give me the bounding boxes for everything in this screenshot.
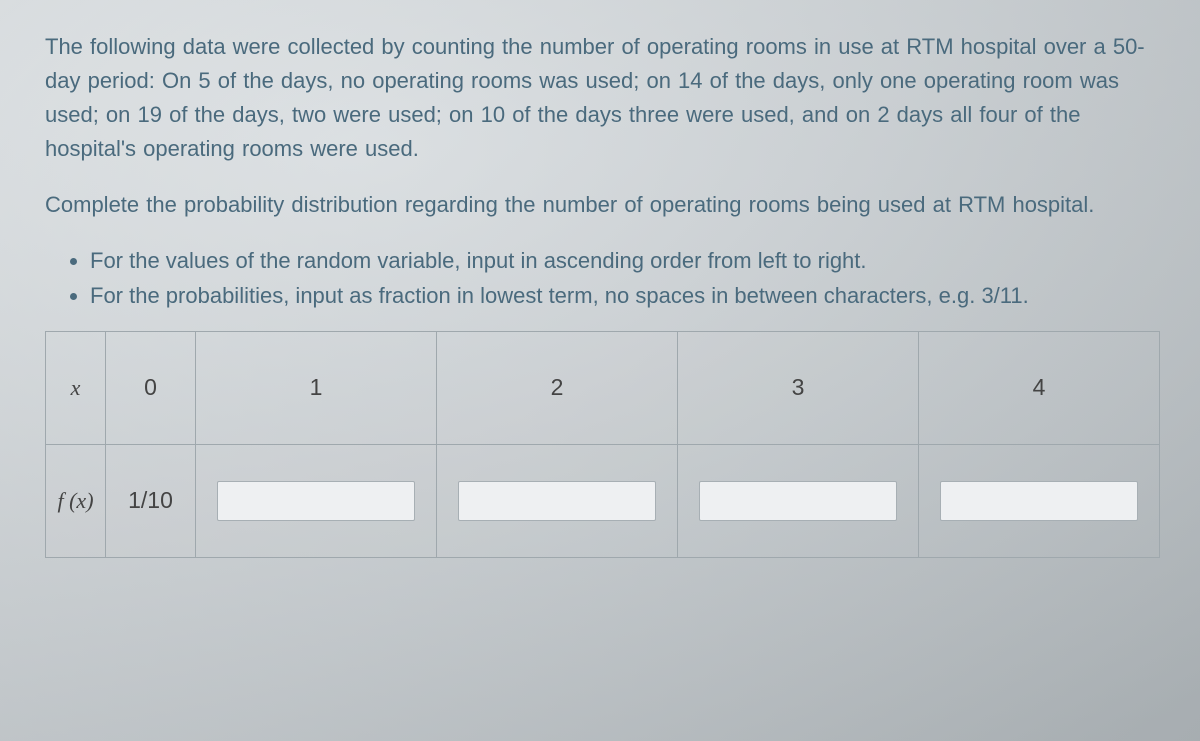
- fx-input-1[interactable]: [217, 481, 415, 521]
- x-cell-0: 0: [106, 331, 196, 444]
- fx-cell-4: [919, 444, 1160, 557]
- fx-input-4[interactable]: [940, 481, 1138, 521]
- instruction-list: For the values of the random variable, i…: [45, 244, 1160, 312]
- fx-input-3[interactable]: [699, 481, 897, 521]
- row-label-x: x: [46, 331, 106, 444]
- table-row-x: x 0 1 2 3 4: [46, 331, 1160, 444]
- problem-paragraph-1: The following data were collected by cou…: [45, 30, 1160, 166]
- problem-paragraph-2: Complete the probability distribution re…: [45, 188, 1160, 222]
- instruction-item-1: For the values of the random variable, i…: [90, 244, 1160, 278]
- fx-cell-3: [678, 444, 919, 557]
- question-body: The following data were collected by cou…: [45, 30, 1160, 558]
- fx-input-2[interactable]: [458, 481, 656, 521]
- instruction-item-2: For the probabilities, input as fraction…: [90, 279, 1160, 313]
- fx-cell-0: 1/10: [106, 444, 196, 557]
- x-cell-1: 1: [196, 331, 437, 444]
- x-cell-3: 3: [678, 331, 919, 444]
- fx-cell-1: [196, 444, 437, 557]
- fx-cell-2: [437, 444, 678, 557]
- x-cell-2: 2: [437, 331, 678, 444]
- distribution-table: x 0 1 2 3 4 f (x) 1/10: [45, 331, 1160, 558]
- row-label-fx: f (x): [46, 444, 106, 557]
- table-row-fx: f (x) 1/10: [46, 444, 1160, 557]
- x-cell-4: 4: [919, 331, 1160, 444]
